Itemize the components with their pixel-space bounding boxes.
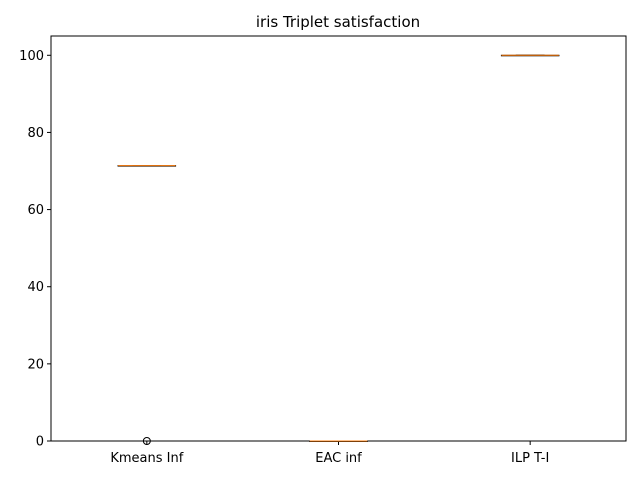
boxes-group bbox=[117, 54, 560, 445]
x-tick-label: EAC inf bbox=[315, 451, 362, 466]
y-tick-label: 40 bbox=[27, 280, 44, 295]
box-1 bbox=[309, 440, 368, 442]
box-0 bbox=[117, 165, 177, 445]
x-axis: Kmeans Inf EAC inf ILP T-I bbox=[110, 441, 549, 466]
y-tick-label: 60 bbox=[27, 203, 44, 218]
x-tick-label: ILP T-I bbox=[511, 451, 549, 466]
x-tick-label: Kmeans Inf bbox=[110, 451, 183, 466]
chart-title: iris Triplet satisfaction bbox=[256, 13, 420, 31]
y-tick-label: 20 bbox=[27, 357, 44, 372]
box-2 bbox=[500, 54, 560, 57]
plot-area bbox=[50, 35, 627, 442]
y-tick-label: 0 bbox=[36, 435, 44, 450]
y-tick-label: 80 bbox=[27, 126, 44, 141]
y-axis: 0 20 40 60 80 100 bbox=[19, 49, 51, 450]
y-tick-label: 100 bbox=[19, 49, 44, 64]
outlier-point bbox=[142, 437, 151, 445]
